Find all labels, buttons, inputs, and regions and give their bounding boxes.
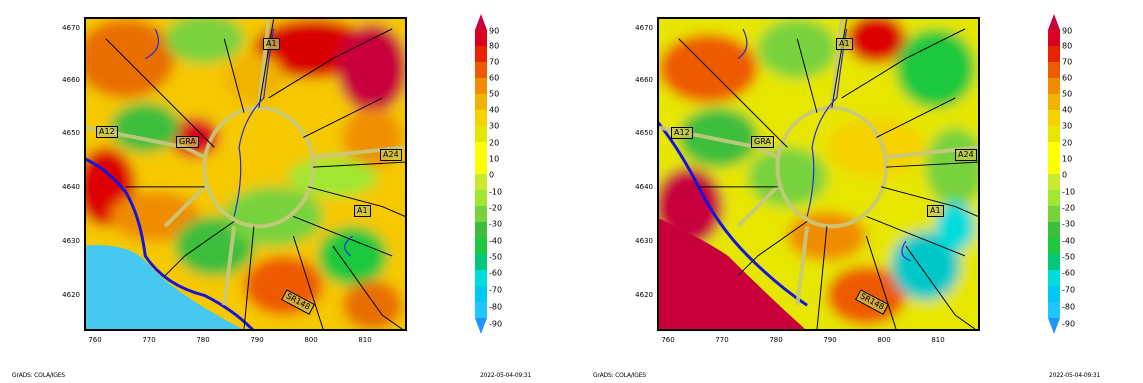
right-panel: A1 A12 GRA A24 A1 SR148 4670 4660 4650 4… — [571, 0, 1142, 383]
colorbar-label: 20 — [1062, 138, 1073, 148]
colorbar-label: -30 — [1062, 219, 1076, 229]
road-label-a1-north: A1 — [263, 38, 280, 50]
y-tick: 4660 — [62, 76, 80, 84]
colorbar-label: -60 — [1062, 268, 1076, 278]
y-tick: 4630 — [635, 237, 653, 245]
x-tick: 760 — [661, 336, 675, 344]
colorbar-label: 0 — [489, 170, 495, 180]
colorbar-label: -20 — [1062, 203, 1076, 213]
left-map — [84, 17, 407, 331]
x-tick: 780 — [196, 336, 210, 344]
colorbar-label: 60 — [489, 73, 500, 83]
colorbar-label: 90 — [489, 26, 500, 36]
road-label-a24: A24 — [955, 149, 977, 161]
colorbar-label: 50 — [1062, 89, 1073, 99]
x-tick: 760 — [88, 336, 102, 344]
road-label-a12: A12 — [671, 127, 693, 139]
left-field-plot — [86, 19, 405, 329]
x-tick: 770 — [142, 336, 156, 344]
colorbar-label: -80 — [489, 302, 503, 312]
x-tick: 810 — [931, 336, 945, 344]
colorbar-label: -70 — [489, 285, 503, 295]
left-panel: A1 A12 GRA A24 A1 SR148 4670 4660 4650 4… — [0, 0, 571, 383]
footer-timestamp: 2022-05-04-09:31 — [1049, 372, 1101, 379]
x-tick: 790 — [823, 336, 837, 344]
x-tick: 800 — [877, 336, 891, 344]
footer-credit: GrADS: COLA/IGES — [12, 372, 65, 379]
road-label-a1-south: A1 — [927, 205, 944, 217]
colorbar-label: -70 — [1062, 285, 1076, 295]
colorbar-label: -40 — [1062, 236, 1076, 246]
colorbar-label: 90 — [1062, 26, 1073, 36]
colorbar-label: -60 — [489, 268, 503, 278]
right-field-plot — [659, 19, 978, 329]
left-colorbar — [475, 14, 487, 334]
y-tick: 4630 — [62, 237, 80, 245]
x-tick: 780 — [769, 336, 783, 344]
road-label-a1-south: A1 — [354, 205, 371, 217]
colorbar-label: 70 — [489, 57, 500, 67]
colorbar-label: 70 — [1062, 57, 1073, 67]
y-tick: 4620 — [62, 291, 80, 299]
colorbar-label: -50 — [489, 252, 503, 262]
colorbar-label: 50 — [489, 89, 500, 99]
y-tick: 4620 — [635, 291, 653, 299]
colorbar-label: -80 — [1062, 302, 1076, 312]
y-tick: 4670 — [62, 24, 80, 32]
road-label-a24: A24 — [380, 149, 402, 161]
y-tick: 4640 — [635, 183, 653, 191]
x-tick: 810 — [358, 336, 372, 344]
y-tick: 4640 — [62, 183, 80, 191]
colorbar-label: 0 — [1062, 170, 1068, 180]
footer-timestamp: 2022-05-04-09:31 — [480, 372, 532, 379]
colorbar-label: 80 — [489, 41, 500, 51]
colorbar-label: 40 — [489, 105, 500, 115]
colorbar-label: 30 — [489, 121, 500, 131]
right-colorbar — [1048, 14, 1060, 334]
colorbar-label: 80 — [1062, 41, 1073, 51]
y-tick: 4660 — [635, 76, 653, 84]
y-tick: 4650 — [62, 129, 80, 137]
colorbar-label: -40 — [489, 236, 503, 246]
road-label-a12: A12 — [96, 126, 118, 138]
colorbar-label: 30 — [1062, 121, 1073, 131]
x-tick: 770 — [715, 336, 729, 344]
road-label-a1-north: A1 — [836, 38, 853, 50]
right-map — [657, 17, 980, 331]
road-label-gra: GRA — [176, 136, 199, 148]
colorbar-label: -10 — [1062, 187, 1076, 197]
colorbar-label: -90 — [489, 319, 503, 329]
colorbar-label: 60 — [1062, 73, 1073, 83]
colorbar-label: -20 — [489, 203, 503, 213]
colorbar-label: -30 — [489, 219, 503, 229]
colorbar-label: 20 — [489, 138, 500, 148]
x-tick: 800 — [304, 336, 318, 344]
colorbar-label: -10 — [489, 187, 503, 197]
colorbar-label: -50 — [1062, 252, 1076, 262]
y-tick: 4650 — [635, 129, 653, 137]
x-tick: 790 — [250, 336, 264, 344]
road-label-gra: GRA — [751, 136, 774, 148]
colorbar-label: 10 — [489, 154, 500, 164]
y-tick: 4670 — [635, 24, 653, 32]
colorbar-label: -90 — [1062, 319, 1076, 329]
footer-credit: GrADS: COLA/IGES — [593, 372, 646, 379]
colorbar-label: 40 — [1062, 105, 1073, 115]
colorbar-label: 10 — [1062, 154, 1073, 164]
